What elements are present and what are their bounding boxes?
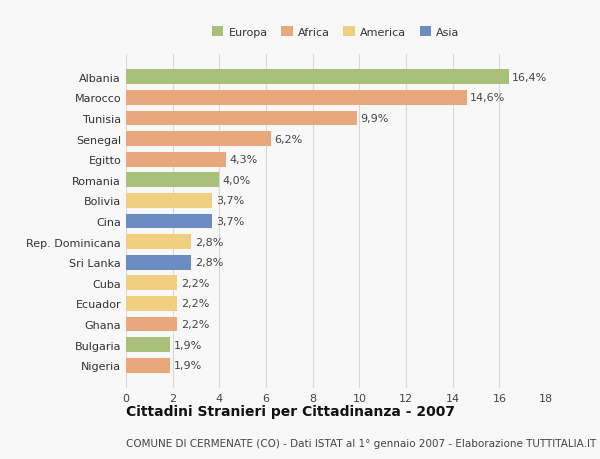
Text: 2,8%: 2,8%: [195, 237, 223, 247]
Bar: [126, 255, 191, 270]
Bar: [126, 276, 178, 291]
Text: Cittadini Stranieri per Cittadinanza - 2007: Cittadini Stranieri per Cittadinanza - 2…: [126, 404, 455, 419]
Text: 3,7%: 3,7%: [216, 217, 244, 226]
Bar: [126, 317, 178, 331]
Text: 1,9%: 1,9%: [174, 360, 202, 370]
Text: 16,4%: 16,4%: [512, 73, 547, 83]
Text: 2,2%: 2,2%: [181, 319, 209, 329]
Bar: [126, 173, 220, 188]
Bar: [126, 112, 357, 126]
Bar: [126, 235, 191, 249]
Text: 14,6%: 14,6%: [470, 93, 505, 103]
Text: COMUNE DI CERMENATE (CO) - Dati ISTAT al 1° gennaio 2007 - Elaborazione TUTTITAL: COMUNE DI CERMENATE (CO) - Dati ISTAT al…: [126, 438, 596, 448]
Text: 6,2%: 6,2%: [274, 134, 302, 144]
Text: 2,8%: 2,8%: [195, 257, 223, 268]
Bar: [126, 296, 178, 311]
Bar: [126, 91, 467, 106]
Text: 9,9%: 9,9%: [361, 114, 389, 123]
Text: 1,9%: 1,9%: [174, 340, 202, 350]
Text: 4,3%: 4,3%: [230, 155, 258, 165]
Bar: [126, 358, 170, 373]
Bar: [126, 152, 226, 167]
Text: 3,7%: 3,7%: [216, 196, 244, 206]
Text: 2,2%: 2,2%: [181, 299, 209, 308]
Text: 4,0%: 4,0%: [223, 175, 251, 185]
Legend: Europa, Africa, America, Asia: Europa, Africa, America, Asia: [212, 28, 460, 38]
Bar: [126, 70, 509, 85]
Bar: [126, 194, 212, 208]
Text: 2,2%: 2,2%: [181, 278, 209, 288]
Bar: [126, 132, 271, 147]
Bar: [126, 337, 170, 352]
Bar: [126, 214, 212, 229]
